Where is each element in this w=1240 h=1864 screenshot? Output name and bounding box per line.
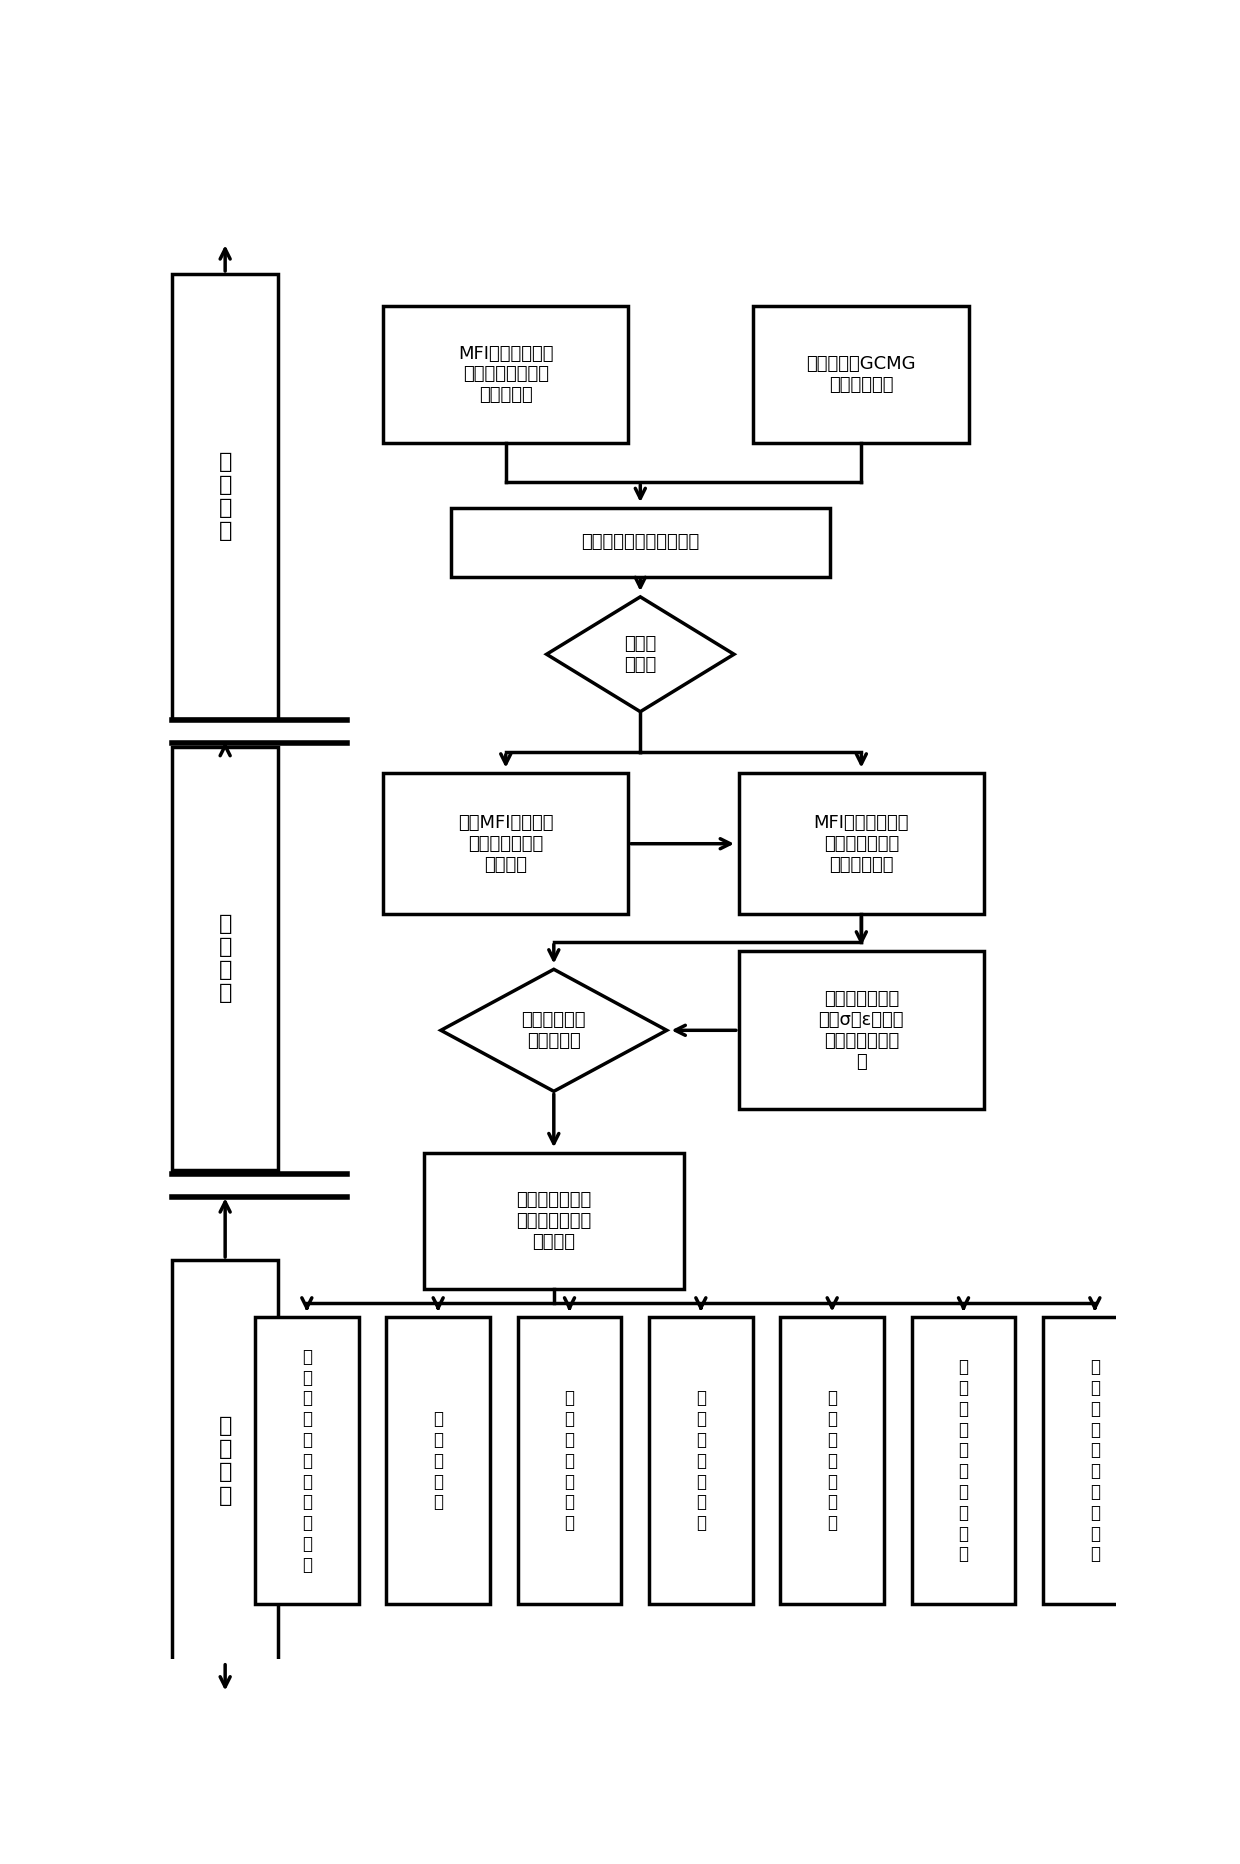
Text: 吸
附
量
分
析: 吸 附 量 分 析 — [433, 1411, 443, 1512]
Text: 选
择
吸
附
位
分
析: 选 择 吸 附 位 分 析 — [827, 1389, 837, 1532]
Text: 理论与实验数据对比分析: 理论与实验数据对比分析 — [582, 533, 699, 552]
Text: 单
组
分
竞
争
吸
附
对
比
分
析: 单 组 分 竞 争 吸 附 对 比 分 析 — [301, 1348, 311, 1573]
Text: 吸附曲线的GCMG
理论方法试算: 吸附曲线的GCMG 理论方法试算 — [806, 354, 916, 393]
Text: 温
度
对
吸
附
的
影
响
分
析: 温 度 对 吸 附 的 影 响 分 析 — [1090, 1359, 1100, 1564]
Bar — [911, 1318, 1016, 1605]
Text: 结
果
分
析: 结 果 分 析 — [218, 1417, 232, 1506]
Bar — [450, 507, 830, 576]
Polygon shape — [547, 596, 734, 712]
Bar — [255, 1318, 358, 1605]
Text: 构建MFI分子筛、
正戊烷、异戊烷
分子模型: 构建MFI分子筛、 正戊烷、异戊烷 分子模型 — [458, 815, 553, 874]
Text: 选
择
性
吸
附
分
析: 选 择 性 吸 附 分 析 — [696, 1389, 706, 1532]
Bar — [387, 1318, 490, 1605]
Bar — [172, 274, 278, 720]
Text: 进行正戊烷、异
戊烷双组分吸附
曲线计算: 进行正戊烷、异 戊烷双组分吸附 曲线计算 — [516, 1191, 591, 1251]
Text: MFI分子筛、正戊
烷、异戊烷实验结
构数据搜集: MFI分子筛、正戊 烷、异戊烷实验结 构数据搜集 — [458, 345, 553, 404]
Text: MFI分子筛结构优
化、正戊烷、异
戊烷构型优化: MFI分子筛结构优 化、正戊烷、异 戊烷构型优化 — [813, 815, 909, 874]
Bar — [517, 1318, 621, 1605]
Bar — [780, 1318, 884, 1605]
Text: 选取适当的力场
参数σ、ε进行单
组分吸附曲线计
算: 选取适当的力场 参数σ、ε进行单 组分吸附曲线计 算 — [818, 990, 904, 1070]
Bar — [383, 774, 629, 913]
Bar — [383, 306, 629, 442]
Text: 计算与实验数
据对比分析: 计算与实验数 据对比分析 — [522, 1010, 587, 1049]
Text: 吸
附
热
曲
线
分
析: 吸 附 热 曲 线 分 析 — [564, 1389, 574, 1532]
Bar — [172, 747, 278, 1171]
Bar — [649, 1318, 753, 1605]
Polygon shape — [441, 969, 667, 1090]
Bar — [172, 1260, 278, 1663]
Bar — [424, 1154, 683, 1290]
Bar — [753, 306, 970, 442]
Bar — [1043, 1318, 1147, 1605]
Text: 模
型
建
立: 模 型 建 立 — [218, 451, 232, 541]
Bar — [739, 774, 983, 913]
Text: 压
强
对
吸
附
的
影
响
分
析: 压 强 对 吸 附 的 影 响 分 析 — [959, 1359, 968, 1564]
Bar — [739, 951, 983, 1109]
Text: 选取模
拟方法: 选取模 拟方法 — [624, 636, 656, 673]
Text: 计
算
模
拟: 计 算 模 拟 — [218, 913, 232, 1003]
